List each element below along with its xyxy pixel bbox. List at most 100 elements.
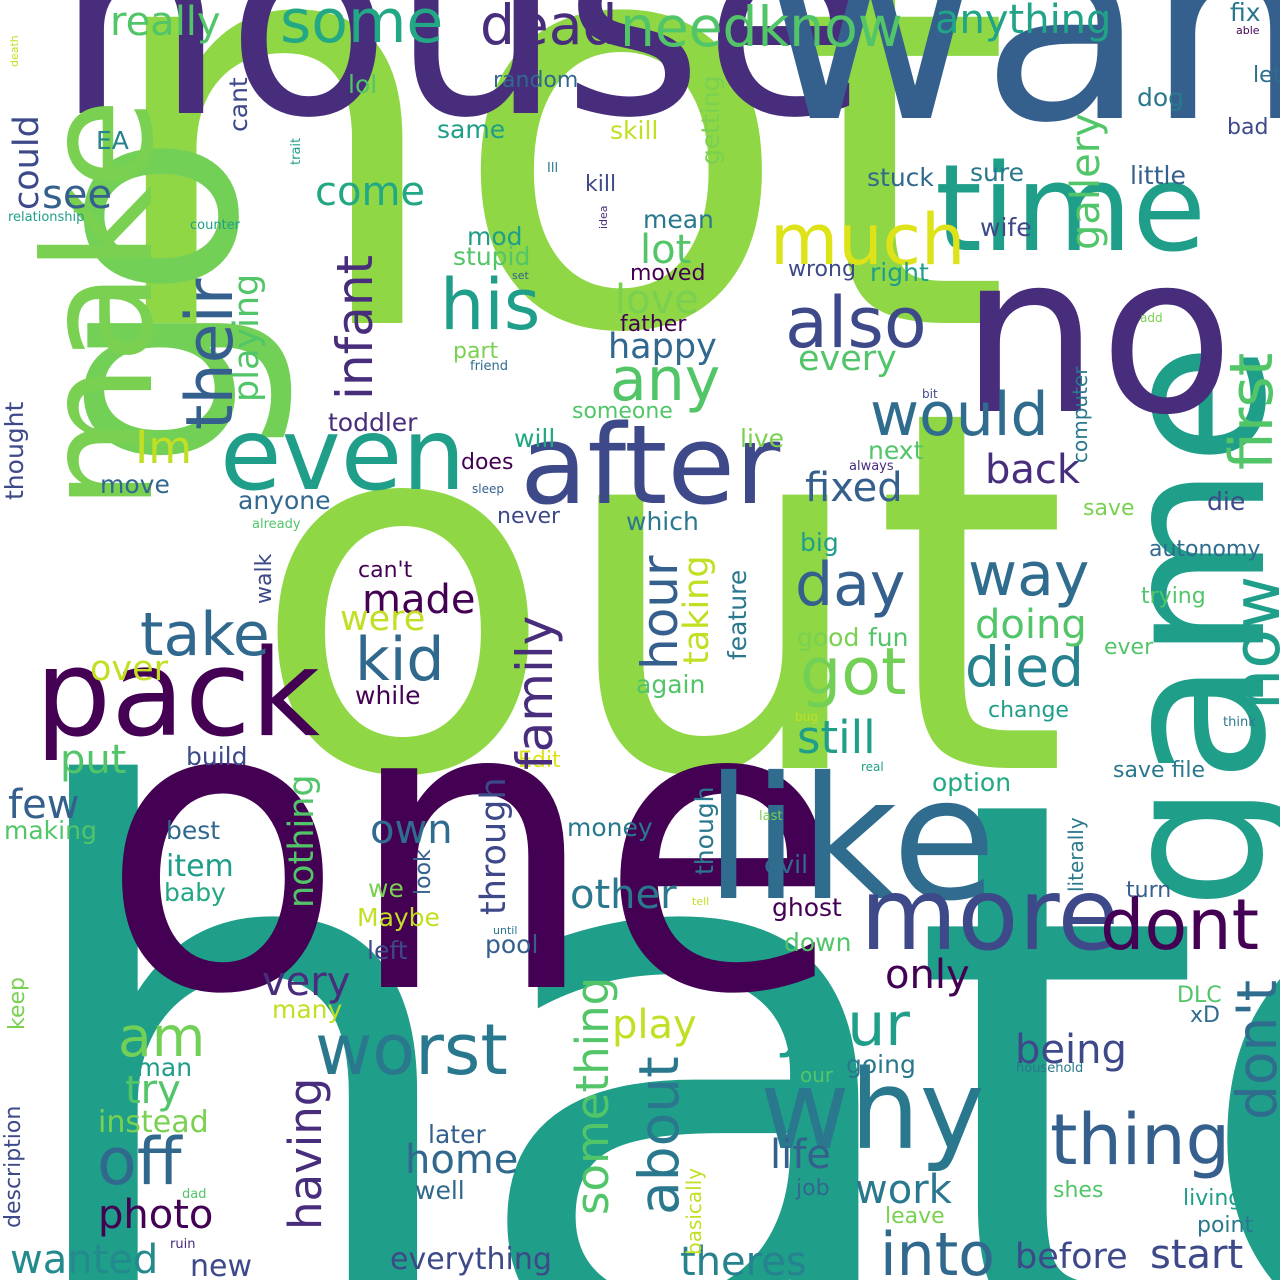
- word-new: new: [190, 1249, 253, 1280]
- word-lot: lot: [640, 227, 692, 273]
- word-instead: instead: [98, 1105, 209, 1140]
- word-tell: tell: [692, 895, 710, 908]
- word-well: well: [415, 1176, 465, 1205]
- word-much: much: [770, 199, 966, 281]
- word-good: good: [797, 623, 860, 652]
- word-start: start: [1150, 1232, 1244, 1278]
- word-making: making: [4, 816, 97, 845]
- word-let: let: [1253, 63, 1280, 88]
- word-look: look: [411, 849, 436, 895]
- word-moved: moved: [630, 261, 706, 286]
- word-last: last: [759, 809, 783, 824]
- word-shes: shes: [1053, 1178, 1104, 1203]
- word-taking: taking: [677, 555, 717, 665]
- word-counter: counter: [190, 218, 241, 233]
- word-only: only: [885, 952, 970, 998]
- word-ill: Ill: [547, 161, 559, 176]
- word-household: household: [1016, 1061, 1084, 1076]
- word-literally: literally: [1064, 817, 1088, 892]
- word-set: set: [512, 269, 529, 282]
- word-into: into: [880, 1220, 995, 1280]
- word-love: love: [615, 277, 699, 323]
- word-bug: bug: [795, 710, 818, 724]
- word-no: no: [960, 207, 1235, 463]
- word-real: real: [861, 760, 884, 774]
- word-one: one: [100, 617, 845, 1082]
- word-ghost: ghost: [772, 893, 842, 922]
- word-point: point: [1197, 1213, 1254, 1238]
- word-bad: bad: [1227, 115, 1269, 140]
- word-through: through: [474, 777, 514, 915]
- word-not: not: [95, 0, 1013, 456]
- word-description: description: [1, 1105, 26, 1228]
- word-which: which: [626, 507, 699, 536]
- word-fun: fun: [868, 623, 909, 652]
- word-pool: pool: [485, 930, 539, 959]
- word-turn: turn: [1126, 878, 1172, 903]
- word-friend: friend: [470, 359, 509, 374]
- word-out: out: [250, 304, 1069, 886]
- word-wanted: wanted: [10, 1237, 159, 1280]
- word-toddler: toddler: [328, 408, 418, 437]
- word-option: option: [932, 768, 1012, 797]
- word-evil: evil: [764, 850, 809, 879]
- word-feature: feature: [723, 569, 752, 660]
- word-getting: getting: [696, 75, 725, 165]
- word-idea: idea: [597, 205, 610, 229]
- word-big: big: [800, 528, 839, 557]
- word-really: really: [110, 0, 221, 45]
- word-already: already: [252, 517, 301, 532]
- word-little: little: [1130, 161, 1186, 190]
- word-wrong: wrong: [788, 257, 856, 282]
- word-trying: trying: [1141, 584, 1206, 609]
- word-off: off: [97, 1125, 182, 1200]
- word-walk: walk: [252, 553, 277, 604]
- word-dog: dog: [1137, 83, 1185, 112]
- word-save: save: [1083, 496, 1135, 521]
- word-about: about: [627, 1056, 691, 1215]
- word-your: your: [775, 990, 910, 1060]
- word-baby: baby: [164, 878, 226, 907]
- word-never: never: [497, 504, 561, 529]
- word-fix: fix: [1230, 0, 1261, 27]
- word-now: now: [1220, 575, 1280, 710]
- word-time: time: [935, 140, 1207, 279]
- word-next: next: [868, 436, 924, 465]
- word-play: play: [612, 1002, 697, 1048]
- word-dont: dont: [1100, 884, 1260, 966]
- word-photo: photo: [98, 1192, 214, 1238]
- word-again: again: [636, 670, 706, 699]
- word-until: until: [493, 924, 518, 937]
- word-hate: hate: [0, 638, 1280, 1280]
- word-mean: mean: [643, 205, 714, 234]
- word-stupid: stupid: [453, 242, 531, 271]
- word-anyone: anyone: [238, 486, 331, 515]
- word-something: something: [566, 976, 619, 1215]
- word-still: still: [797, 711, 876, 764]
- word-relationship: relationship: [8, 210, 85, 225]
- word-thought: thought: [0, 401, 29, 500]
- word-someone: someone: [572, 399, 673, 424]
- word-day: day: [795, 550, 906, 620]
- word-could: could: [7, 115, 47, 210]
- word-anything: anything: [935, 0, 1112, 43]
- word-xd: xD: [1190, 1003, 1220, 1028]
- word-cant2: can't: [358, 558, 413, 583]
- word-died: died: [965, 635, 1084, 699]
- word-own: own: [370, 807, 453, 853]
- word-needknow: needknow: [620, 0, 903, 59]
- word-we: we: [368, 874, 404, 903]
- word-bit: bit: [922, 387, 938, 401]
- word-few: few: [8, 782, 80, 828]
- word-best: best: [166, 816, 221, 845]
- word-part: part: [453, 339, 499, 364]
- word-family: family: [506, 615, 564, 770]
- word-leave: leave: [885, 1204, 945, 1229]
- word-any: any: [610, 345, 721, 415]
- word-dad: dad: [182, 1187, 207, 1202]
- word-thing: thing: [1050, 1099, 1231, 1181]
- word-like: like: [705, 741, 997, 939]
- word-more: more: [860, 856, 1120, 973]
- word-playing: playing: [227, 273, 267, 402]
